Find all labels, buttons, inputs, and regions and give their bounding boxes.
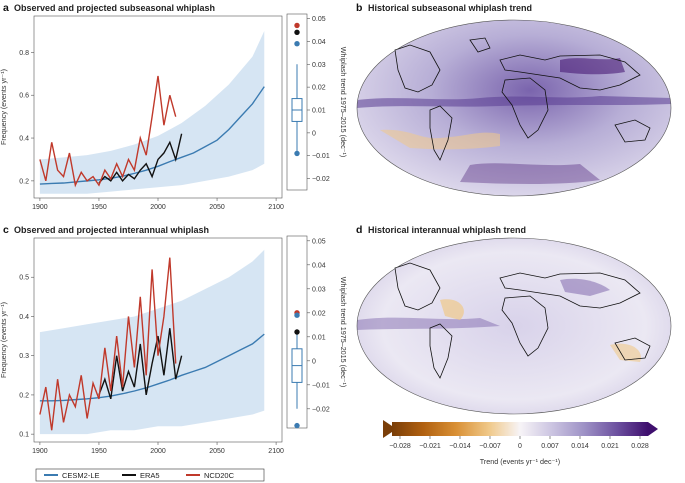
- panel-a-inset-ytick-label: 0: [312, 130, 316, 137]
- panel-a-inset-ytick-label: 0.03: [312, 62, 326, 69]
- panel-a-title: Observed and projected subseasonal whipl…: [14, 3, 215, 13]
- colorbar-left-arrow: [383, 420, 392, 438]
- panel-c-inset-point-era5: [294, 329, 300, 335]
- panel-a-inset-ytick-label: −0.01: [312, 153, 330, 160]
- panel-a-inset-point-ncd20c: [294, 22, 300, 29]
- legend: CESM2-LE ERA5 NCD20C: [35, 468, 265, 482]
- panel-c-inset-point-cesm2-le: [294, 422, 300, 429]
- colorbar-right-arrow: [648, 422, 658, 436]
- panel-d-coastlines: [394, 262, 651, 379]
- panel-a-inset-point-era5: [294, 29, 300, 35]
- panel-c-inset-ylabel: Whiplash trend 1975–2015 (dec⁻¹): [339, 277, 348, 387]
- panel-c-cesm-spread-band: [39, 249, 265, 435]
- legend-label-cesm: CESM2-LE: [62, 471, 100, 480]
- panel-c-xtick-label: 1950: [91, 448, 107, 455]
- colorbar-tick-label: 0.007: [541, 443, 559, 450]
- panel-c-ytick-label: 0.1: [19, 432, 29, 439]
- colorbar-bar: [392, 422, 648, 436]
- panel-a-inset-point-cesm2-le: [294, 41, 300, 47]
- panel-a-cesm-spread-band: [39, 30, 265, 194]
- panel-a-ytick-label: 0.6: [19, 93, 29, 100]
- panel-a-letter: a: [3, 2, 9, 14]
- colorbar-ticks: −0.028 −0.021 −0.014 −0.007 0 0.007 0.014 0.021…: [389, 436, 649, 450]
- panel-a-xtick-label: 2000: [150, 204, 166, 211]
- panel-c-ytick-label: 0.5: [19, 275, 29, 282]
- panel-a-ylabel: Frequency (events yr⁻¹): [0, 69, 8, 145]
- panel-c-title: Observed and projected interannual whipl…: [14, 225, 209, 235]
- panel-a-series-ncd20c: [39, 75, 177, 188]
- panel-c-xtick-label: 1900: [32, 448, 48, 455]
- panel-c-letter: c: [3, 224, 9, 236]
- colorbar-tick-label: 0.028: [631, 443, 649, 450]
- panel-a-line-chart: 1900 1950 2000 2050 2100 0.2 0.4 0.6 0.8 Frequenc…: [0, 15, 284, 211]
- panel-b-title: Historical subseasonal whiplash trend: [368, 3, 532, 13]
- colorbar-tick-label: −0.014: [449, 443, 471, 450]
- panel-c-xtick-label: 2100: [268, 448, 284, 455]
- panel-a-xtick-label: 1950: [91, 204, 107, 211]
- colorbar-tick-label: 0.021: [601, 443, 619, 450]
- panel-d-letter: d: [356, 224, 362, 236]
- panel-a-inset-ytick-label: 0.02: [312, 85, 326, 92]
- colorbar-tick-label: −0.028: [389, 443, 411, 450]
- colorbar-tick-label: −0.007: [479, 443, 501, 450]
- panel-a-ytick-label: 0.8: [19, 50, 29, 57]
- panel-c-line-chart: 1900 1950 2000 2050 2100 0.1 0.2 0.3 0.4 0.5 Frequ…: [0, 237, 284, 455]
- colorbar: −0.028 −0.021 −0.014 −0.007 0 0.007 0.014 0.021…: [383, 420, 658, 466]
- panel-c-inset-ytick-label: 0: [312, 358, 316, 365]
- panel-c-ytick-label: 0.3: [19, 353, 29, 360]
- panel-a-xtick-label: 1900: [32, 204, 48, 211]
- colorbar-label: Trend (events yr⁻¹ dec⁻¹): [480, 457, 560, 466]
- panel-c-inset-ytick-label: 0.01: [312, 334, 326, 341]
- panel-c-inset-ytick-label: 0.02: [312, 310, 326, 317]
- panel-a-inset-ytick-label: −0.02: [312, 176, 330, 183]
- panel-d-map: [356, 237, 672, 415]
- panel-a-inset-ytick-label: 0.04: [312, 39, 326, 46]
- panel-c-inset-ytick-label: −0.01: [312, 382, 330, 389]
- panel-c-xtick-label: 2050: [209, 448, 225, 455]
- panel-c-ytick-label: 0.4: [19, 314, 29, 321]
- panel-c-ytick-label: 0.2: [19, 392, 29, 399]
- panel-c-ylabel: Frequency (events yr⁻¹): [0, 302, 8, 378]
- panel-b-coastlines: [394, 37, 651, 161]
- panel-a-boxplot-inset: −0.02 −0.01 0 0.01 0.02 0.03 0.04 0.05 Whiplash …: [286, 13, 348, 191]
- panel-a-ytick-label: 0.4: [19, 136, 29, 143]
- panel-c-inset-ytick-label: 0.05: [312, 238, 326, 245]
- panel-a-inset-ylabel: Whiplash trend 1975–2015 (dec⁻¹): [339, 47, 348, 157]
- panel-c-inset-ytick-label: 0.03: [312, 286, 326, 293]
- panel-c-xtick-label: 2000: [150, 448, 166, 455]
- legend-label-ncd: NCD20C: [204, 471, 235, 480]
- panel-c-boxplot-inset: −0.02 −0.01 0 0.01 0.02 0.03 0.04 0.05 Whiplash …: [286, 235, 348, 429]
- colorbar-tick-label: 0: [518, 443, 522, 450]
- panel-b-letter: b: [356, 2, 362, 14]
- colorbar-tick-label: −0.021: [419, 443, 441, 450]
- panel-a-xtick-label: 2100: [268, 204, 284, 211]
- panel-c-inset-ytick-label: 0.04: [312, 262, 326, 269]
- panel-d-title: Historical interannual whiplash trend: [368, 225, 526, 235]
- panel-a-xtick-label: 2050: [209, 204, 225, 211]
- panel-c-series-era5: [98, 328, 183, 400]
- panel-a-inset-ytick-label: 0.01: [312, 108, 326, 115]
- panel-c-series-ncd20c: [39, 257, 177, 431]
- panel-a-series-era5: [98, 133, 183, 184]
- panel-c-inset-point-cesm2-le: [294, 312, 300, 318]
- panel-b-map: [356, 19, 672, 197]
- panel-a-inset-ytick-label: 0.05: [312, 16, 326, 23]
- panel-c-inset-ytick-label: −0.02: [312, 406, 330, 413]
- panel-a-ytick-label: 0.2: [19, 178, 29, 185]
- legend-label-era5: ERA5: [140, 471, 160, 480]
- legend-box: [35, 468, 265, 482]
- colorbar-tick-label: 0.014: [571, 443, 589, 450]
- panel-a-inset-point-cesm2-le: [294, 150, 300, 157]
